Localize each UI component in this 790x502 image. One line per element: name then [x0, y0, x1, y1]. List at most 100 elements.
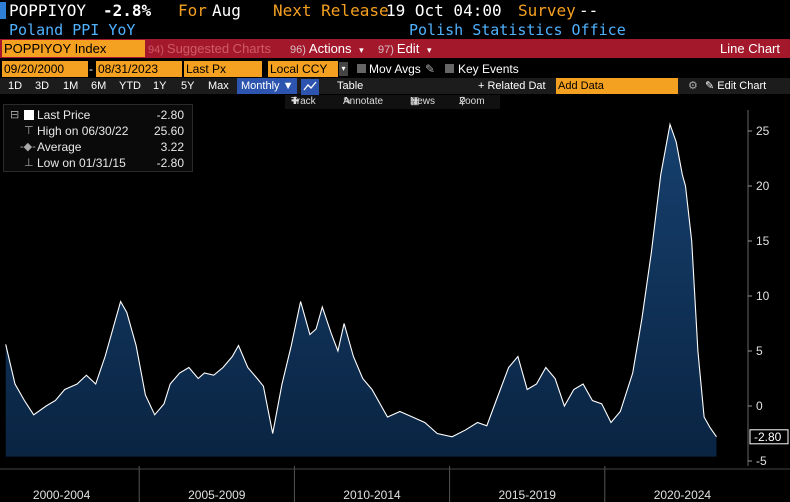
suggested-charts-button[interactable]: 94) Suggested Charts	[148, 40, 285, 57]
y-tick-label-6: -5	[756, 454, 767, 468]
period-toolbar: 1D 3D 1M 6M YTD 1Y 5Y Max Monthly ▼ Tabl…	[0, 78, 790, 95]
expand-icon: ⊟	[10, 109, 20, 121]
x-tick-label-1: 2005-2009	[188, 488, 246, 502]
field-selector-wrap: Last Px	[184, 61, 262, 77]
news-icon: ▦	[410, 96, 420, 107]
last-price-swatch	[24, 110, 34, 120]
field-selector[interactable]: Last Px	[186, 62, 227, 76]
high-marker-icon: ⊤	[24, 125, 34, 137]
chevron-down-icon[interactable]: ▾	[339, 62, 348, 76]
chart-type-label[interactable]: Line Chart	[720, 41, 780, 56]
date-range-separator: -	[89, 62, 93, 76]
table-button[interactable]: Table	[337, 80, 364, 92]
x-tick-label-3: 2015-2019	[499, 488, 557, 502]
frequency-selector[interactable]: Monthly ▼	[237, 78, 298, 94]
key-events-label[interactable]: Key Events	[458, 62, 519, 76]
legend-last-label: Last Price	[37, 108, 91, 122]
pencil-icon[interactable]: ✎	[425, 62, 436, 76]
legend-low-label: Low on 01/31/15	[37, 156, 126, 170]
edit-menu-button[interactable]: 97) Edit ▾	[378, 40, 440, 57]
main-toolbar: POPPIYOY Index 94) Suggested Charts 96) Ac…	[0, 39, 790, 58]
key-events-checkbox[interactable]	[445, 64, 454, 73]
mov-avgs-checkbox[interactable]	[357, 64, 366, 73]
pencil-icon: ✎	[705, 80, 715, 92]
x-tick-label-2: 2010-2014	[343, 488, 401, 502]
actions-menu-button[interactable]: 96) Actions ▾	[290, 40, 372, 57]
survey-value: --	[579, 1, 599, 20]
security-header: POPPIYOY -2.8% For Aug Next Release 19 O…	[0, 0, 790, 21]
period-label: For	[178, 1, 207, 20]
annotate-label: Annotate	[343, 96, 384, 107]
price-line	[5, 122, 717, 438]
y-tick-label-4: 5	[756, 344, 763, 358]
start-date-input[interactable]: 09/20/2000	[2, 61, 88, 77]
next-release-value: 19 Oct 04:00	[386, 1, 502, 20]
survey-label: Survey	[518, 1, 576, 20]
magnifier-icon: ⚲	[459, 96, 467, 107]
data-source: Polish Statistics Office	[409, 21, 626, 39]
period-ytd[interactable]: YTD	[119, 80, 141, 92]
track-label: Track	[291, 96, 316, 107]
edit-number: 97)	[378, 44, 394, 56]
suggested-charts-label: Suggested Charts	[166, 41, 271, 56]
chart-tools: ✚ Track ✎ Annotate ▦ News ⚲ Zoom	[285, 95, 500, 109]
y-tick-label-5: 0	[756, 399, 763, 413]
period-5y[interactable]: 5Y	[181, 80, 195, 92]
y-tick-label-0: 25	[756, 124, 770, 138]
legend-last-value: -2.80	[156, 108, 184, 122]
add-data-input[interactable]: Add Data	[556, 78, 678, 94]
legend-low-value: -2.80	[156, 156, 184, 170]
legend-low[interactable]: ⊥ Low on 01/31/15 -2.80	[4, 155, 192, 171]
edit-chart-label: Edit Chart	[717, 80, 767, 92]
legend-high-value: 25.60	[153, 124, 184, 138]
period-1d[interactable]: 1D	[8, 80, 23, 92]
security-index-field[interactable]: POPPIYOY Index	[2, 40, 145, 57]
chevron-down-icon: ▾	[426, 45, 432, 55]
end-date-input[interactable]: 08/31/2023	[96, 61, 182, 77]
chart-legend: ⊟ Last Price -2.80 ⊤ High on 06/30/22 25…	[3, 104, 193, 172]
crosshair-icon: ✚	[291, 96, 300, 107]
period-max[interactable]: Max	[208, 80, 229, 92]
edit-label: Edit	[396, 41, 420, 56]
x-tick-label-4: 2020-2024	[654, 488, 712, 502]
actions-label: Actions	[308, 41, 352, 56]
security-subheader: Poland PPI YoY Polish Statistics Office	[0, 21, 790, 39]
period-value: Aug	[212, 1, 241, 20]
y-tick-label-2: 15	[756, 234, 770, 248]
legend-average[interactable]: -◆- Average 3.22	[4, 139, 192, 155]
legend-high-label: High on 06/30/22	[37, 124, 129, 138]
frequency-label: Monthly	[241, 80, 280, 92]
period-3d[interactable]: 3D	[35, 80, 50, 92]
legend-high[interactable]: ⊤ High on 06/30/22 25.60	[4, 123, 192, 139]
security-name: Poland PPI YoY	[9, 21, 136, 39]
mov-avgs-label[interactable]: Mov Avgs	[369, 62, 421, 76]
related-data-label: Related Dat	[487, 80, 546, 92]
currency-selector[interactable]: Local CCY	[268, 61, 338, 77]
legend-last-price[interactable]: ⊟ Last Price -2.80	[4, 107, 192, 123]
chevron-down-icon: ▾	[359, 45, 364, 55]
legend-average-value: 3.22	[160, 140, 184, 154]
gear-icon[interactable]: ⚙	[688, 80, 698, 92]
period-1y[interactable]: 1Y	[153, 80, 167, 92]
period-1m[interactable]: 1M	[63, 80, 79, 92]
line-chart[interactable]: 25 20 15 10 5 0 -5 2000-2004 2005-2009 2010-2014…	[0, 110, 790, 502]
last-value-marker: -2.80	[749, 429, 789, 445]
zoom-label: Zoom	[459, 96, 485, 107]
period-6m[interactable]: 6M	[91, 80, 107, 92]
x-tick-label-0: 2000-2004	[33, 488, 91, 502]
line-chart-icon[interactable]	[301, 79, 319, 95]
pencil-icon: ✎	[343, 96, 352, 107]
last-value-label: -2.80	[754, 430, 782, 444]
news-label: News	[410, 96, 436, 107]
y-tick-label-3: 10	[756, 289, 770, 303]
legend-average-label: Average	[37, 140, 82, 154]
related-data-button[interactable]: + Related Dat	[478, 80, 546, 92]
ticker-tab-marker	[0, 2, 6, 19]
edit-chart-button[interactable]: ✎ Edit Chart	[705, 78, 766, 94]
change-percent: -2.8%	[103, 1, 152, 20]
ticker-symbol[interactable]: POPPIYOY	[9, 1, 87, 20]
suggested-charts-number: 94)	[148, 44, 164, 56]
price-area	[5, 124, 717, 457]
chart-parameters: 09/20/2000 - 08/31/2023 Last Px Local CC…	[0, 61, 790, 78]
actions-number: 96)	[290, 44, 306, 56]
